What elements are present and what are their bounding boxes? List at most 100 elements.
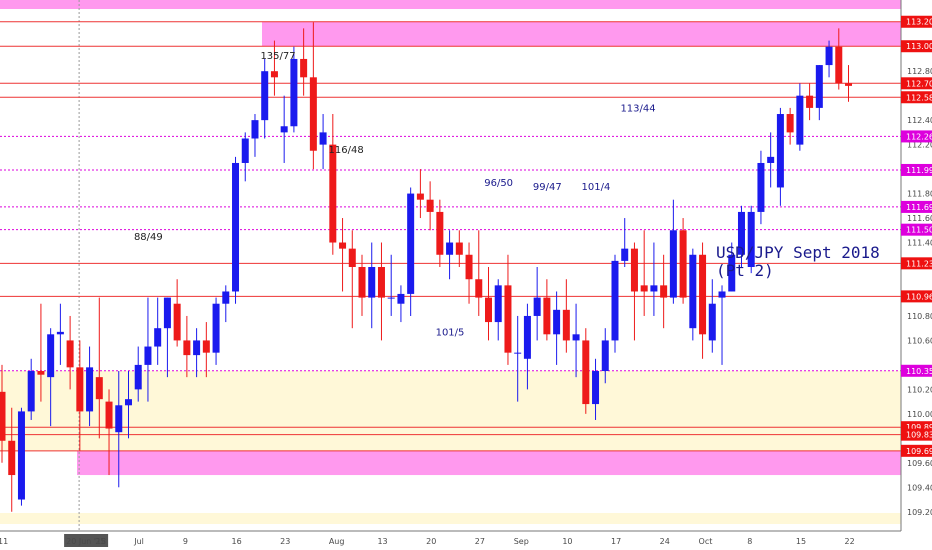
candle-body — [290, 58, 298, 127]
zones-layer — [0, 0, 901, 524]
x-axis-background — [0, 531, 932, 550]
candle-body — [737, 211, 745, 255]
candle-body — [309, 77, 317, 151]
candle-body — [105, 401, 113, 429]
y-tick-label: 109.600 — [907, 459, 932, 468]
candle-body — [280, 126, 288, 133]
level-price-label: 112.267 — [906, 132, 932, 141]
candle-body — [523, 315, 531, 359]
x-tick-label: 16 — [232, 537, 242, 546]
candle-body — [37, 371, 45, 375]
chart-subtitle: (Pt 2) — [716, 261, 774, 280]
x-tick-label: 23 — [280, 537, 290, 546]
candle-body — [494, 285, 502, 323]
candle-body — [27, 371, 35, 412]
level-price-label: 111.691 — [906, 203, 932, 212]
candle-body — [339, 242, 347, 249]
x-tick-label: 15 — [796, 537, 806, 546]
y-tick-label: 112.200 — [907, 141, 932, 150]
candle-body — [407, 193, 415, 294]
annotation-label: 99/47 — [533, 182, 562, 193]
annotation-label: 101/4 — [582, 182, 611, 193]
candle-body — [0, 391, 6, 441]
zone — [0, 370, 901, 451]
candle-body — [251, 120, 259, 139]
level-price-label: 109.891 — [906, 423, 932, 432]
candle-body — [562, 309, 570, 341]
annotations-layer: 135/77 116/48 88/49 96/50 99/47 101/4 113/44 10… — [134, 51, 656, 339]
level-price-tag — [901, 77, 932, 90]
candle-body — [241, 138, 249, 163]
y-tick-label: 111.600 — [907, 214, 932, 223]
level-price-tag — [901, 290, 932, 303]
candle-body — [650, 285, 658, 292]
candle-body — [348, 248, 356, 267]
zone — [262, 21, 901, 47]
candles-layer — [0, 22, 853, 512]
candle-body — [475, 279, 483, 298]
candle-body — [154, 328, 162, 347]
level-price-tag — [901, 91, 932, 104]
candle-body — [173, 303, 181, 341]
candle-body — [806, 95, 814, 108]
annotation-label: 135/77 — [260, 51, 295, 62]
level-price-tag — [901, 163, 932, 176]
x-tick-label: Jul — [133, 537, 144, 546]
candle-body — [504, 285, 512, 353]
candle-body — [377, 267, 385, 298]
candle-body — [446, 242, 454, 255]
candle-body — [183, 340, 191, 356]
level-price-tag — [901, 364, 932, 377]
y-tick-label: 110.600 — [907, 336, 932, 345]
annotation-label: 96/50 — [484, 178, 513, 189]
level-price-label: 112.701 — [906, 79, 932, 88]
candle-body — [134, 364, 142, 390]
candle-body — [553, 309, 561, 335]
candle-body — [368, 267, 376, 298]
candle-body — [261, 71, 269, 121]
level-price-label: 109.698 — [906, 447, 932, 456]
annotation-label: 113/44 — [620, 104, 655, 115]
candle-body — [767, 156, 775, 163]
candle-body — [543, 297, 551, 335]
level-price-tag — [901, 15, 932, 28]
candle-body — [796, 95, 804, 145]
y-tick-label: 109.400 — [907, 483, 932, 492]
candle-body — [66, 340, 74, 368]
candle-body — [630, 248, 638, 292]
candle-body — [485, 297, 492, 323]
y-tick-label: 110.200 — [907, 385, 932, 394]
annotation-label: 116/48 — [329, 145, 364, 156]
candle-body — [533, 297, 541, 316]
level-price-tag — [901, 257, 932, 270]
candle-body — [17, 411, 25, 500]
candle-body — [358, 267, 366, 298]
x-tick-highlight — [64, 534, 109, 547]
candle-body — [757, 162, 765, 212]
x-tick-label: 27 — [475, 537, 485, 546]
x-tick-label: 13 — [377, 537, 387, 546]
candle-body — [8, 440, 16, 476]
x-tick-label: 8 — [747, 537, 752, 546]
y-tick-label: 110.800 — [907, 312, 932, 321]
candle-body — [728, 254, 736, 292]
x-tick-label: 11 — [0, 537, 8, 546]
candle-body — [329, 144, 337, 243]
candle-body — [592, 371, 600, 405]
candle-body — [232, 162, 240, 292]
candle-body — [572, 334, 580, 341]
candle-body — [387, 297, 395, 299]
candle-body — [47, 334, 55, 378]
y-tick-label: 109.200 — [907, 508, 932, 517]
x-tick-label: 20 Jun '18 — [66, 537, 106, 546]
candle-body — [163, 297, 171, 329]
level-price-label: 111.505 — [906, 226, 932, 235]
candle-body — [640, 285, 648, 292]
candle-body — [455, 242, 463, 255]
y-tick-label: 112.400 — [907, 116, 932, 125]
candle-body — [397, 293, 405, 304]
candle-body — [202, 340, 210, 353]
candle-body — [708, 303, 716, 341]
level-price-label: 110.960 — [906, 292, 932, 301]
